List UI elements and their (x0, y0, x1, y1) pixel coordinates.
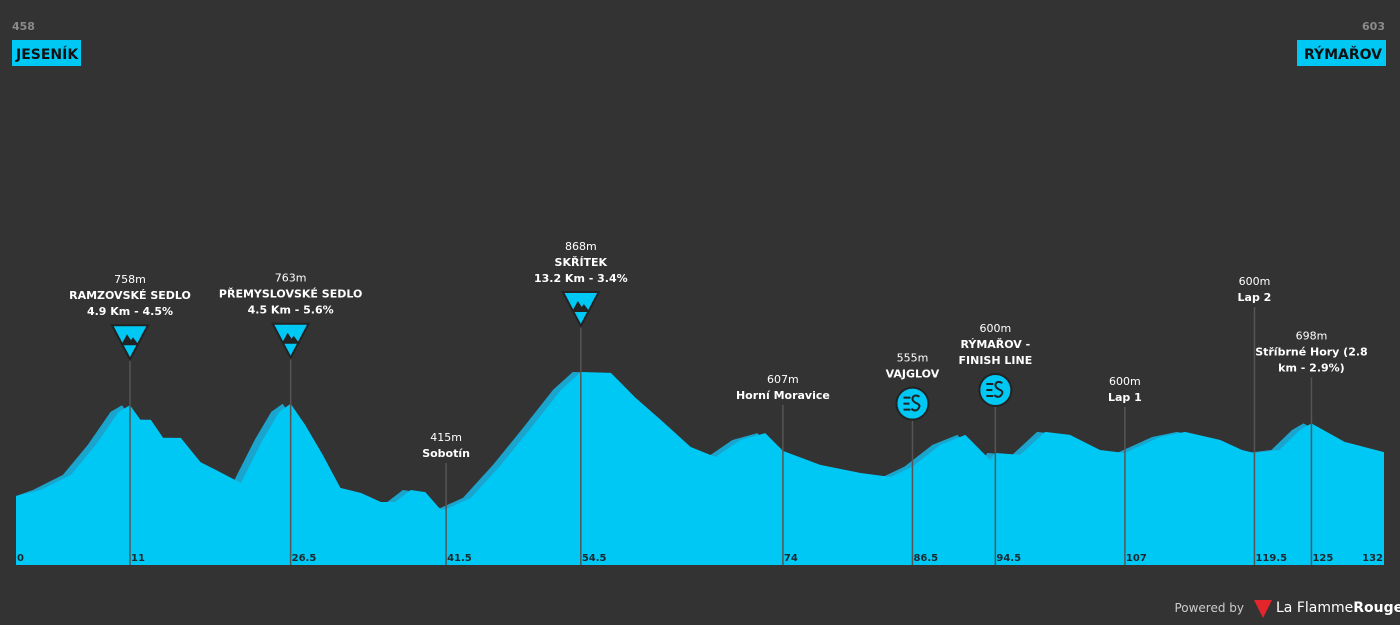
marker-label: Stříbrné Hory (2.8 (1255, 345, 1368, 358)
sprint-symbol (986, 380, 1004, 398)
marker-label: Lap 2 (1238, 291, 1272, 304)
brand: La FlammeRouge (1276, 600, 1400, 616)
x-tick-label: 11 (131, 553, 145, 564)
brand-light: La Flamme (1276, 600, 1353, 616)
marker-label: Horní Moravice (736, 389, 830, 402)
marker-elevation: 698m (1296, 329, 1328, 342)
sprint-icon (978, 373, 1013, 408)
profile-area (16, 371, 1384, 565)
start-elevation: 458 (12, 20, 35, 33)
plot: 0 11 26.5 41.5 54.5 74 86.5 94.5 107 119.5 125 132 7… (16, 240, 1384, 565)
marker-label: FINISH LINE (959, 354, 1033, 367)
x-tick-label: 26.5 (292, 553, 317, 564)
x-tick-label: 119.5 (1255, 553, 1287, 564)
marker-label: 4.5 Km - 5.6% (248, 304, 334, 317)
x-tick-label: 86.5 (913, 553, 938, 564)
marker-elevation: 600m (1109, 375, 1141, 388)
finish-box (1297, 40, 1386, 66)
marker-elevation: 868m (565, 240, 597, 253)
marker-elevation: 555m (897, 352, 929, 365)
marker-elevation: 607m (767, 373, 799, 386)
sprint-icon (895, 386, 930, 421)
brand-bold: Rouge (1353, 600, 1400, 616)
marker-label: 4.9 Km - 4.5% (87, 305, 173, 318)
x-tick-label: 107 (1126, 553, 1147, 564)
marker-elevation: 415m (430, 431, 462, 444)
marker-label: Sobotín (422, 447, 470, 460)
marker-label: km - 2.9%) (1278, 361, 1345, 374)
x-tick-label: 125 (1312, 553, 1333, 564)
marker-elevation: 758m (114, 273, 146, 286)
start-box (12, 40, 81, 66)
x-tick-label: 74 (784, 553, 798, 564)
marker-elevation: 600m (1239, 275, 1271, 288)
sprint-symbol (903, 394, 921, 412)
marker-elevation: 763m (275, 272, 307, 285)
marker-label: RAMZOVSKÉ SEDLO (69, 289, 191, 302)
marker-label: Lap 1 (1108, 391, 1142, 404)
x-tick-label: 54.5 (582, 553, 607, 564)
marker-label: 13.2 Km - 3.4% (534, 272, 628, 285)
x-tick-label: 0 (17, 553, 24, 564)
x-tick-label: 132 (1362, 553, 1383, 564)
finish-elevation: 603 (1362, 20, 1385, 33)
kom-mountain (571, 300, 590, 312)
logo (1254, 600, 1272, 618)
kom-mountain (281, 332, 300, 344)
powered-by: Powered by (1174, 601, 1244, 615)
kom-mountain (121, 334, 139, 346)
x-tick-label: 41.5 (447, 553, 472, 564)
x-tick-label: 94.5 (996, 553, 1021, 564)
marker-label: RÝMAŘOV - (960, 338, 1030, 351)
marker-label: SKŘÍTEK (555, 256, 608, 269)
marker-elevation: 600m (980, 322, 1012, 335)
marker-label: VAJGLOV (886, 368, 940, 381)
marker-label: PŘEMYSLOVSKÉ SEDLO (219, 288, 362, 301)
finish-name: RÝMAŘOV (1304, 45, 1382, 63)
start-name: JESENÍK (15, 46, 79, 63)
